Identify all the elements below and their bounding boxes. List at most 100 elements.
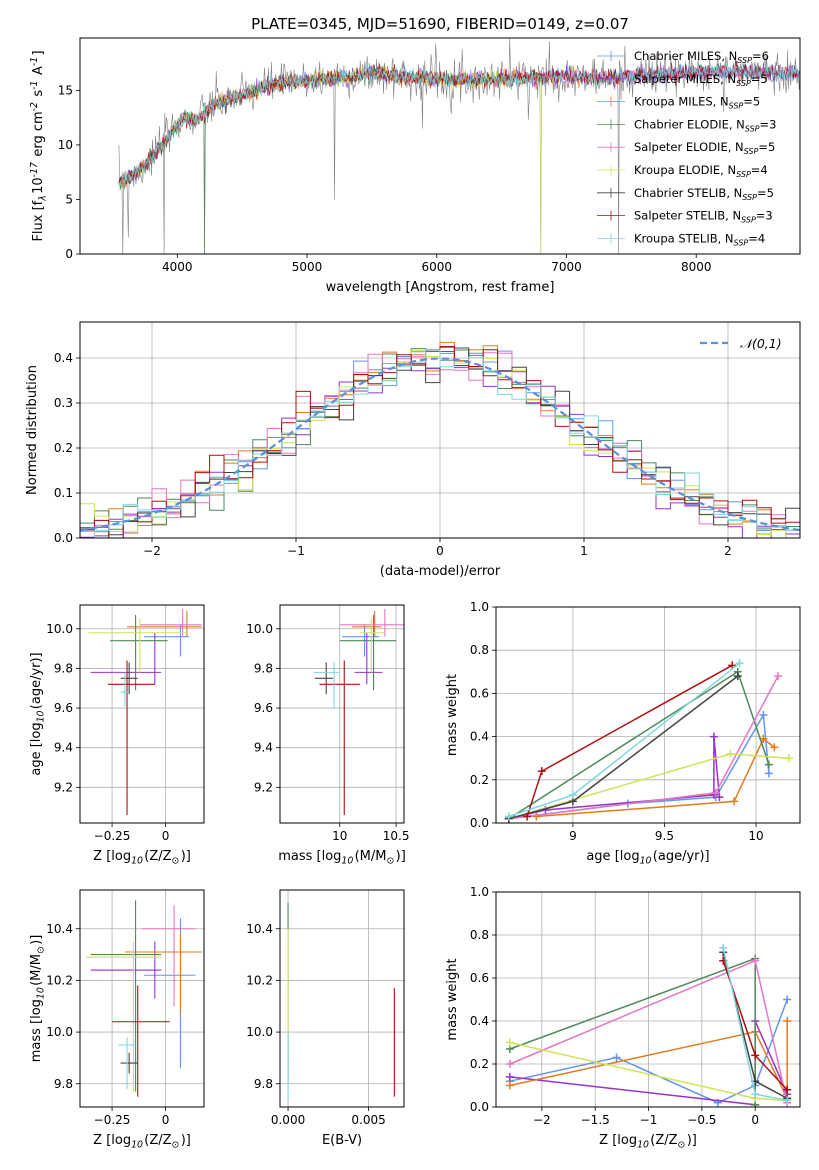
errorbar-kroupa-stelib bbox=[120, 672, 130, 707]
x-tick-label: −0.25 bbox=[94, 829, 131, 843]
mass-vs-EBV-panel: 0.000 0.005 9.8 10.0 10.2 10.4 E(B-V) bbox=[246, 889, 405, 1148]
x-axis-label: Z [log10 (Z/Z⊙ )] bbox=[93, 849, 191, 867]
y-tick-label: 5 bbox=[65, 192, 73, 206]
weight-marker bbox=[735, 659, 744, 668]
legend-entry: Kroupa MILES, NSSP=5 bbox=[634, 95, 760, 111]
errorbar-chabrier-elodie bbox=[109, 614, 168, 691]
weight-marker bbox=[783, 1096, 792, 1105]
x-tick-label: 0.005 bbox=[351, 1113, 385, 1127]
x-tick-label: −2 bbox=[143, 544, 161, 558]
errorbar-chabrier-stelib bbox=[314, 662, 333, 695]
x-axis-label: wavelength [Angstrom, rest frame] bbox=[326, 280, 555, 295]
x-tick-label: 0.000 bbox=[271, 1113, 305, 1127]
weight-series-salpeter-miles bbox=[504, 732, 724, 823]
errorbar-salpeter-miles bbox=[90, 632, 162, 685]
weight-series-kroupa-elodie bbox=[504, 749, 794, 823]
weight-marker bbox=[785, 754, 794, 763]
weight-marker bbox=[770, 743, 779, 752]
weight-marker bbox=[783, 1017, 792, 1025]
x-tick-label: 5000 bbox=[292, 260, 323, 274]
legend-entry: Kroupa STELIB, NSSP=4 bbox=[634, 231, 765, 247]
weight-line bbox=[509, 957, 756, 1105]
y-tick-label: 9.4 bbox=[54, 741, 73, 755]
mass-weight-vs-Z-panel: −2 −1.5 −1 −0.5 0 0.0 0.2 0.4 0.6 0.8 1.0 Z [log10 … bbox=[445, 885, 801, 1151]
x-tick-label: 6000 bbox=[421, 260, 452, 274]
age-vs-Z-panel: −0.25 0 9.2 9.4 9.6 9.8 10.0 Z [log10 (Z/Z⊙ )] a… bbox=[29, 604, 205, 867]
mass-vs-Z-panel: −0.25 0 9.8 10.0 10.2 10.4 Z [log10 (Z/Z⊙ )] ma… bbox=[29, 889, 205, 1151]
x-tick-label: −1 bbox=[640, 1113, 658, 1127]
weight-series-kroupa-stelib bbox=[504, 659, 744, 821]
weight-series-chabrier-elodie bbox=[504, 667, 773, 823]
errorbar-salpeter-stelib bbox=[319, 660, 361, 816]
x-tick-label: 1 bbox=[580, 544, 588, 558]
y-tick-label: 0.0 bbox=[54, 531, 73, 545]
x-tick-label: 8000 bbox=[681, 260, 712, 274]
axes-frame bbox=[279, 604, 405, 824]
weight-marker bbox=[505, 1081, 514, 1090]
errorbar-kroupa-elodie bbox=[88, 618, 187, 673]
weight-series-salpeter-elodie bbox=[505, 956, 792, 1107]
spectrum-panel: 4000 5000 6000 7000 8000 0 5 10 15 wavelength [An… bbox=[29, 37, 801, 295]
y-tick-label: 10.2 bbox=[246, 973, 273, 987]
x-tick-label: 4000 bbox=[162, 260, 193, 274]
x-tick-label: −1 bbox=[287, 544, 305, 558]
weight-marker bbox=[711, 788, 720, 797]
residuals-plot-area bbox=[80, 341, 800, 538]
legend-entry: Salpeter MILES, NSSP=5 bbox=[634, 72, 768, 88]
errorbar-chabrier-elodie bbox=[339, 614, 397, 691]
errorbar-salpeter-elodie bbox=[339, 608, 404, 637]
weight-marker bbox=[764, 760, 773, 769]
legend-entry: Chabrier MILES, NSSP=6 bbox=[634, 49, 769, 65]
y-tick-label: 1.0 bbox=[470, 885, 489, 899]
weight-marker bbox=[751, 1051, 760, 1060]
legend-entry: Kroupa ELODIE, NSSP=4 bbox=[634, 163, 768, 179]
weight-marker bbox=[783, 1085, 792, 1094]
x-tick-label: 10.5 bbox=[383, 829, 410, 843]
weight-marker bbox=[759, 711, 768, 719]
y-tick-label: 10 bbox=[58, 138, 73, 152]
y-tick-label: 0.6 bbox=[470, 686, 489, 700]
weight-marker bbox=[568, 790, 577, 799]
weight-marker bbox=[783, 995, 792, 1004]
mass-vs-EBV-plot-area bbox=[287, 902, 395, 1100]
y-tick-label: 0 bbox=[65, 247, 73, 261]
weight-marker bbox=[728, 661, 737, 670]
y-tick-label: 0.4 bbox=[470, 730, 489, 744]
y-tick-label: 10.0 bbox=[246, 622, 273, 636]
x-tick-label: 0 bbox=[162, 1113, 170, 1127]
y-axis-label: mass weight bbox=[445, 674, 460, 756]
weight-marker bbox=[612, 1053, 621, 1062]
weight-marker bbox=[504, 812, 513, 821]
x-tick-label: −0.25 bbox=[94, 1113, 131, 1127]
weight-marker bbox=[532, 812, 541, 821]
errorbar-salpeter-elodie bbox=[139, 608, 202, 637]
y-axis-label: mass weight bbox=[445, 958, 460, 1040]
errorbar-kroupa-elodie bbox=[360, 618, 385, 673]
y-tick-label: 0.2 bbox=[470, 1057, 489, 1071]
histogram-kroupa-stelib bbox=[80, 349, 800, 538]
axes-frame bbox=[279, 889, 405, 1108]
x-axis-label: Z [log10 (Z/Z⊙ )] bbox=[599, 1133, 697, 1151]
y-tick-label: 9.4 bbox=[254, 741, 273, 755]
weight-line bbox=[509, 1021, 788, 1099]
y-axis-label: mass [log10 (M/M⊙ )] bbox=[29, 935, 47, 1063]
spectrum-legend: Chabrier MILES, NSSP=6 Salpeter MILES, NS… bbox=[597, 49, 776, 247]
x-tick-label: −0.5 bbox=[687, 1113, 716, 1127]
y-tick-label: 0.2 bbox=[54, 441, 73, 455]
weight-marker bbox=[751, 1090, 760, 1099]
y-tick-label: 0.2 bbox=[470, 773, 489, 787]
y-tick-label: 0.4 bbox=[470, 1014, 489, 1028]
x-tick-label: 0 bbox=[751, 1113, 759, 1127]
errorbar-kroupa-miles bbox=[124, 933, 202, 1014]
y-tick-label: 9.6 bbox=[254, 701, 273, 715]
x-tick-label: 7000 bbox=[551, 260, 582, 274]
y-tick-label: 0.8 bbox=[470, 643, 489, 657]
legend-entry: Chabrier STELIB, NSSP=5 bbox=[634, 186, 774, 202]
x-axis-label: age [log10 (age/yr)] bbox=[586, 849, 709, 867]
weight-marker bbox=[764, 769, 773, 778]
x-axis-label: (data-model)/error bbox=[380, 564, 501, 579]
age-vs-mass-plot-area bbox=[313, 608, 404, 816]
y-axis-label: age [log10 (age/yr)] bbox=[29, 652, 47, 775]
weight-marker bbox=[505, 1038, 514, 1047]
y-tick-label: 0.8 bbox=[470, 928, 489, 942]
